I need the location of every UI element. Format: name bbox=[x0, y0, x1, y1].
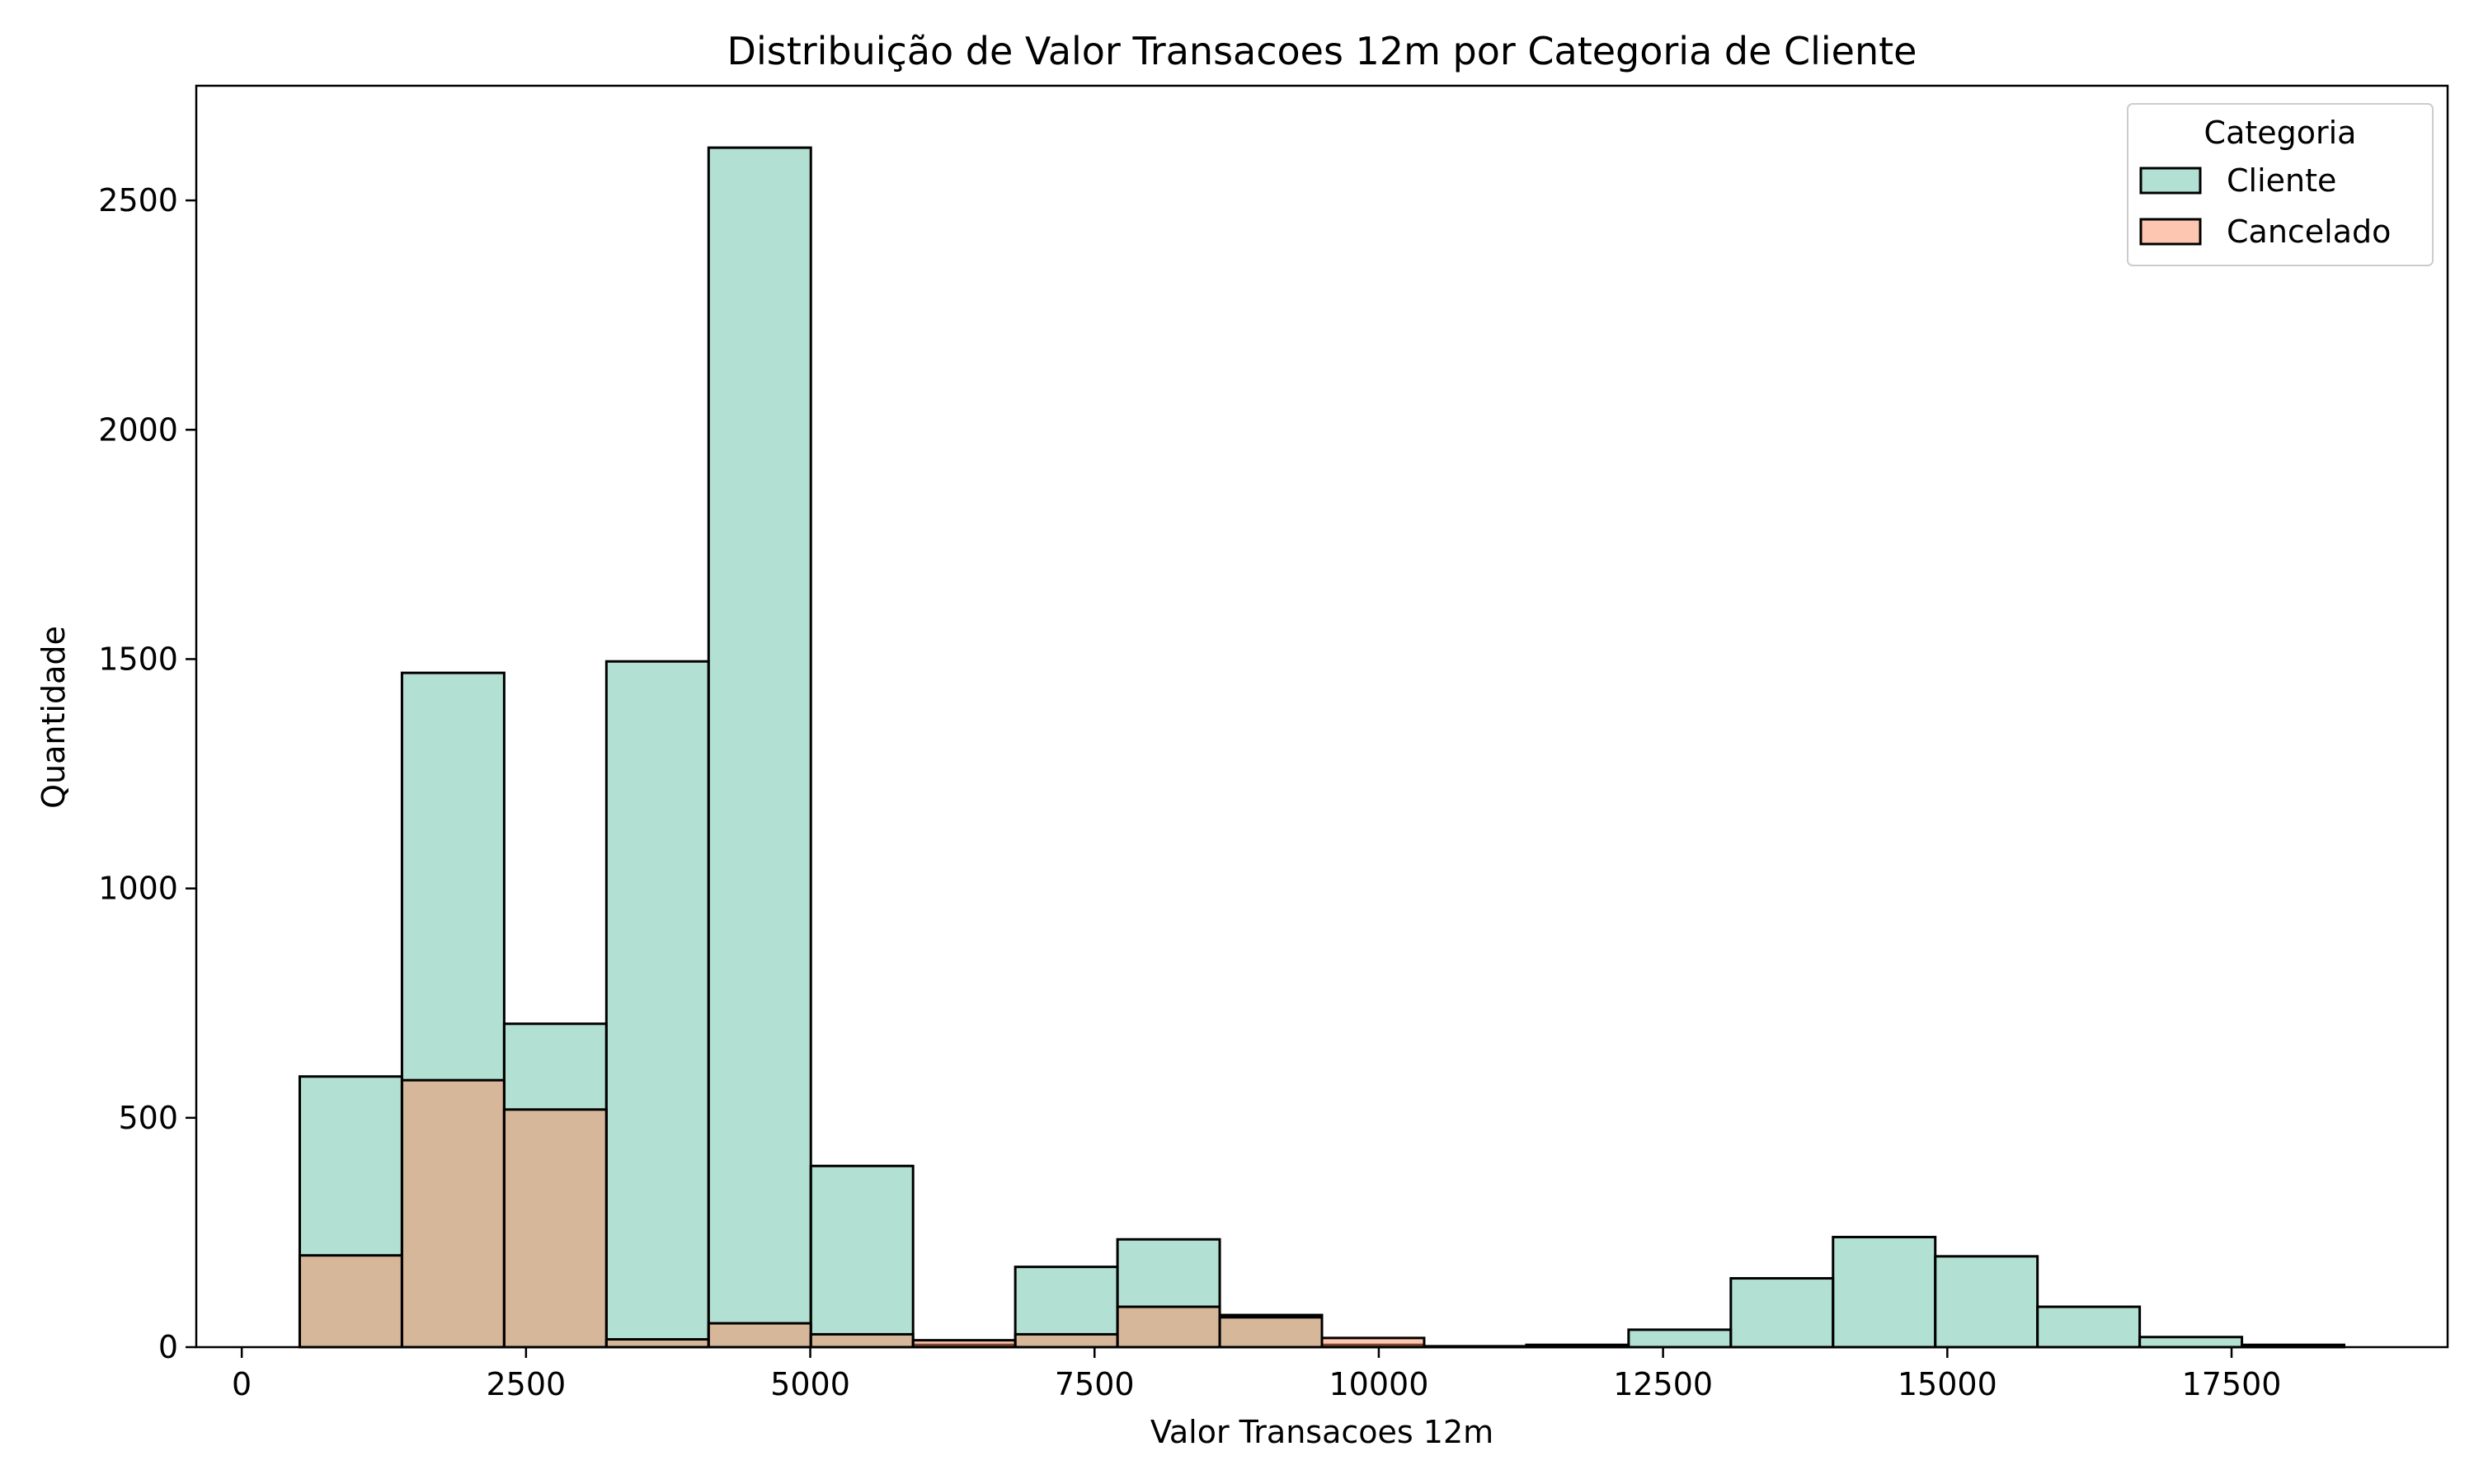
bar-cliente bbox=[1832, 1235, 1937, 1349]
x-tick-label: 12500 bbox=[1613, 1366, 1713, 1402]
x-tick-label: 15000 bbox=[1898, 1366, 1997, 1402]
legend: Categoria Cliente Cancelado bbox=[2127, 103, 2434, 266]
bar-cliente bbox=[809, 1164, 915, 1349]
x-tick-label: 2500 bbox=[486, 1366, 566, 1402]
bar-cliente bbox=[2138, 1336, 2244, 1349]
legend-label-cliente: Cliente bbox=[2227, 162, 2336, 199]
bar-cancelado bbox=[1116, 1305, 1221, 1349]
y-tick-label: 1500 bbox=[98, 641, 178, 677]
legend-swatch-cliente bbox=[2139, 167, 2202, 195]
legend-title: Categoria bbox=[2204, 115, 2357, 151]
bar-cliente bbox=[604, 660, 710, 1349]
y-tick-label: 2000 bbox=[98, 411, 178, 448]
x-tick-label: 10000 bbox=[1329, 1366, 1428, 1402]
y-tick-label: 1000 bbox=[98, 871, 178, 907]
bar-cancelado bbox=[502, 1108, 608, 1349]
y-tick-label: 500 bbox=[118, 1100, 178, 1136]
bar-cancelado bbox=[707, 1322, 812, 1349]
chart-title: Distribuição de Valor Transacoes 12m por… bbox=[727, 29, 1917, 73]
bar-cancelado bbox=[911, 1339, 1017, 1349]
bar-cliente bbox=[707, 146, 812, 1349]
axes-frame bbox=[195, 84, 2449, 1349]
bar-cancelado bbox=[1014, 1332, 1119, 1349]
bar-cliente bbox=[1934, 1255, 2039, 1349]
bar-cancelado bbox=[298, 1254, 403, 1349]
bar-cancelado bbox=[809, 1332, 915, 1349]
x-tick-label: 0 bbox=[232, 1366, 252, 1402]
bar-cliente bbox=[2036, 1305, 2142, 1349]
y-tick-label: 0 bbox=[158, 1329, 178, 1365]
y-tick-label: 2500 bbox=[98, 182, 178, 218]
bar-cliente bbox=[1627, 1328, 1733, 1349]
bar-cancelado bbox=[400, 1078, 506, 1349]
x-axis-label: Valor Transacoes 12m bbox=[1150, 1414, 1493, 1450]
bar-cancelado bbox=[604, 1338, 710, 1349]
x-tick-label: 17500 bbox=[2182, 1366, 2282, 1402]
x-tick-label: 5000 bbox=[770, 1366, 850, 1402]
bar-cancelado bbox=[1218, 1316, 1324, 1349]
bar-cancelado bbox=[1320, 1336, 1426, 1349]
legend-label-cancelado: Cancelado bbox=[2227, 214, 2391, 250]
legend-box bbox=[2127, 103, 2434, 266]
x-tick-label: 7500 bbox=[1055, 1366, 1135, 1402]
bar-cliente bbox=[1729, 1277, 1835, 1349]
y-axis-label: Quantidade bbox=[35, 626, 72, 809]
plot-area: 0 2500 5000 7500 10000 12500 15000 17500 0 500 100… bbox=[98, 84, 2449, 1402]
legend-swatch-cancelado bbox=[2139, 218, 2202, 246]
